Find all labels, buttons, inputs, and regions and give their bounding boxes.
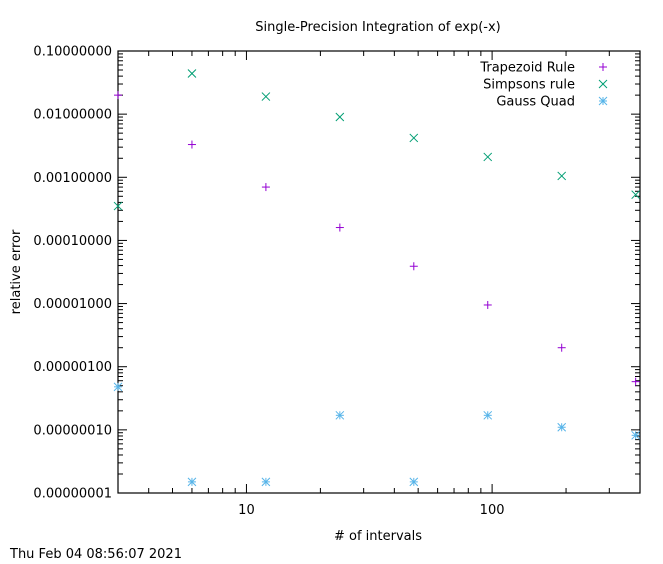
data-point [409,477,419,487]
data-points [113,69,640,487]
y-tick-label: 0.01000000 [33,108,112,123]
data-point [409,133,419,143]
data-point [631,377,640,386]
data-point [409,262,418,271]
data-point [187,140,196,149]
data-point [261,92,271,101]
y-axis-label: relative error [9,229,24,314]
y-tick-label: 0.00000100 [33,360,112,375]
data-point [557,343,566,352]
legend-label: Gauss Quad [496,95,575,110]
data-point [483,410,493,420]
data-point [113,382,123,392]
legend-marker [599,63,607,71]
legend-marker [598,79,608,89]
data-point [631,190,640,200]
data-point [557,171,567,181]
y-tick-label: 0.00100000 [33,171,112,186]
y-tick-label: 0.00001000 [33,297,112,312]
legend-label: Trapezoid Rule [479,61,575,76]
y-tick-label: 0.10000000 [33,45,112,60]
timestamp: Thu Feb 04 08:56:07 2021 [10,547,182,562]
y-tick-label: 0.00010000 [33,234,112,249]
data-point [114,91,122,100]
legend: Trapezoid Rule Simpsons rule Gauss Quad [479,61,608,110]
x-tick-label: 10 [238,503,255,518]
series-simpsons-rule [113,69,640,211]
series-gauss-quad [113,382,640,487]
data-point [113,201,123,211]
plot-frame [117,50,641,494]
x-axis-label: # of intervals [334,529,422,544]
data-point [261,477,271,487]
data-point [631,430,640,440]
legend-marker [598,96,608,106]
data-point [557,422,567,432]
chart-title: Single-Precision Integration of exp(-x) [255,20,500,35]
data-point [261,183,270,192]
data-point [187,69,197,78]
series-trapezoid-rule [114,91,640,386]
data-point [483,300,492,309]
data-point [187,477,197,487]
y-tick-label: 0.00000010 [33,423,112,438]
y-axis: 0.10000000 0.01000000 0.00100000 0.00010000… [33,45,640,502]
x-axis: 10 100 [117,51,641,518]
data-point [335,112,345,122]
data-point [335,223,344,232]
legend-label: Simpsons rule [483,78,575,93]
x-tick-label: 100 [480,503,505,518]
y-tick-label: 0.00000001 [33,487,112,502]
data-point [335,410,345,420]
data-point [483,152,493,162]
